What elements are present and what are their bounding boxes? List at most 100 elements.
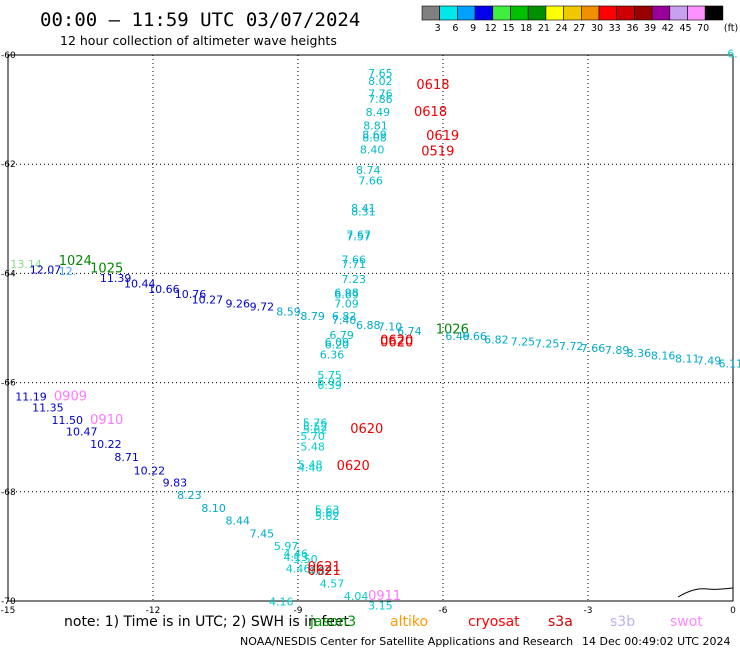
legend-tick-label: 15 [502,23,514,34]
y-tick-label: -68 [1,488,16,498]
time-label: 0620 [380,336,413,351]
wave-height-label: 8.41 [351,202,376,215]
wave-height-label: 7.86 [368,93,393,106]
time-label: 1026 [436,322,469,337]
legend-swatch [580,5,600,21]
wave-height-label: 12.07 [30,263,62,276]
wave-height-label: 6.79 [329,329,354,342]
wave-height-label: 5.60 [315,506,340,519]
wave-height-label: 7.66 [581,342,606,355]
wave-height-label: 7.71 [342,258,367,271]
wave-height-label: 7.65 [368,67,393,80]
wave-height-label: 6.69 [334,289,359,302]
wave-height-label: 7.45 [250,528,275,541]
wave-height-label: 7.89 [605,344,630,357]
time-label: 0620 [350,422,383,437]
wave-height-label: 6.09 [325,336,350,349]
wave-height-label: 6.66 [462,330,487,343]
observation-labels: 6. 7.658.027.767.868.498.818.698.088.40 8.… [10,48,740,613]
wave-height-label: 10.22 [90,438,122,451]
wave-height-label: 11.50 [52,414,84,427]
wave-height-label: 4.82 [308,565,333,578]
wave-height-label: 10.66 [148,283,180,296]
wave-height-label: 7.57 [346,231,371,244]
wave-height-label: 8.81 [363,119,388,132]
wave-height-label: 6. [727,48,738,61]
wave-height-label: 4.04 [344,590,369,603]
legend-tick-label: 39 [644,23,656,34]
wave-height-label: 3.15 [368,600,393,613]
time-label: 0911 [368,589,401,604]
time-label: 0621 [308,560,341,575]
legend-tick-label: 33 [609,23,621,34]
satellite-label-altiko: altiko [390,614,428,630]
plot-frame [7,54,734,602]
y-tick-label: -66 [1,379,16,389]
wave-height-label: 8.10 [201,502,226,515]
legend-tick-label: 6 [452,23,458,34]
wave-height-label: 5.75 [317,369,342,382]
wave-height-label: 8.49 [366,106,391,119]
time-label: 0620 [380,333,413,348]
wave-height-label: 7.25 [511,335,535,348]
legend-swatch [439,5,458,21]
x-tick-label: -12 [146,606,161,616]
legend-tick-label: 45 [679,23,691,34]
wave-height-label: 7.66 [342,254,367,267]
wave-height-label: 6.88 [356,319,381,332]
wave-height-label: 8.74 [356,164,381,177]
wave-height-label: 4.13 [284,551,309,564]
wave-height-label: 8.44 [226,515,251,528]
wave-height-label: 6.82 [332,310,357,323]
wave-height-label: 5.97 [274,540,299,553]
legend-swatch [510,5,529,21]
wave-height-label: 5.70 [300,430,325,443]
lat-lon-grid [8,55,733,601]
legend-swatch [563,5,582,21]
time-label: 1024 [59,254,92,269]
legend-tick-label: 30 [591,23,603,34]
wave-height-label: 8.08 [362,131,387,144]
wave-height-label: 10.76 [175,288,207,301]
x-tick-label: -6 [439,606,448,616]
wave-height-label: 5.48 [300,440,325,453]
wave-height-label: 9.26 [226,297,251,310]
wave-height-label: 7.72 [559,340,584,353]
wave-height-label: 7.49 [697,355,722,368]
legend-swatch [634,5,653,21]
satellite-label-cryosat: cryosat [468,614,520,630]
wave-height-label: 8.11 [675,352,700,365]
legend-tick-label: 36 [626,23,638,34]
wave-height-label: 9.83 [163,476,188,489]
legend-swatch [421,5,441,21]
satellite-label-jason3: jason3 [309,614,356,630]
wave-height-label: 10.22 [134,464,166,477]
time-label: 0618 [416,78,449,93]
wave-height-label: 5.76 [303,416,328,429]
legend-swatch [457,5,476,21]
x-tick-label: 0 [730,606,736,616]
y-tick-label: -60 [1,51,16,61]
wave-height-label: 8.79 [300,310,325,323]
legend-swatch [598,5,618,21]
wave-height-label: 7.66 [358,174,383,187]
wave-height-label: 8.59 [276,305,301,318]
wave-height-label: 4.46 [284,547,309,560]
legend-tick-label: 42 [662,23,674,34]
time-label: 0620 [337,459,370,474]
time-label: 0618 [414,105,447,120]
wave-height-label: 5.62 [315,510,340,523]
wave-height-label: 5.63 [315,504,340,517]
wave-height-label: 6.74 [397,325,422,338]
wave-height-label: 7.23 [342,273,367,286]
footer-timestamp: 14 Dec 00:49:02 UTC 2024 [582,635,730,648]
wave-height-label: 10.47 [66,426,98,439]
wave-height-label: 6.20 [325,339,350,352]
wave-height-label: 8.71 [114,451,139,464]
color-legend: 3 6 9 12 15 18 21 24 27 30 33 36 39 42 45 70 (ft) [421,5,738,34]
legend-tick-label: 24 [556,23,568,34]
wave-height-label: 8.02 [368,75,393,88]
x-tick-label: -3 [584,606,593,616]
time-label: 0910 [90,413,123,428]
